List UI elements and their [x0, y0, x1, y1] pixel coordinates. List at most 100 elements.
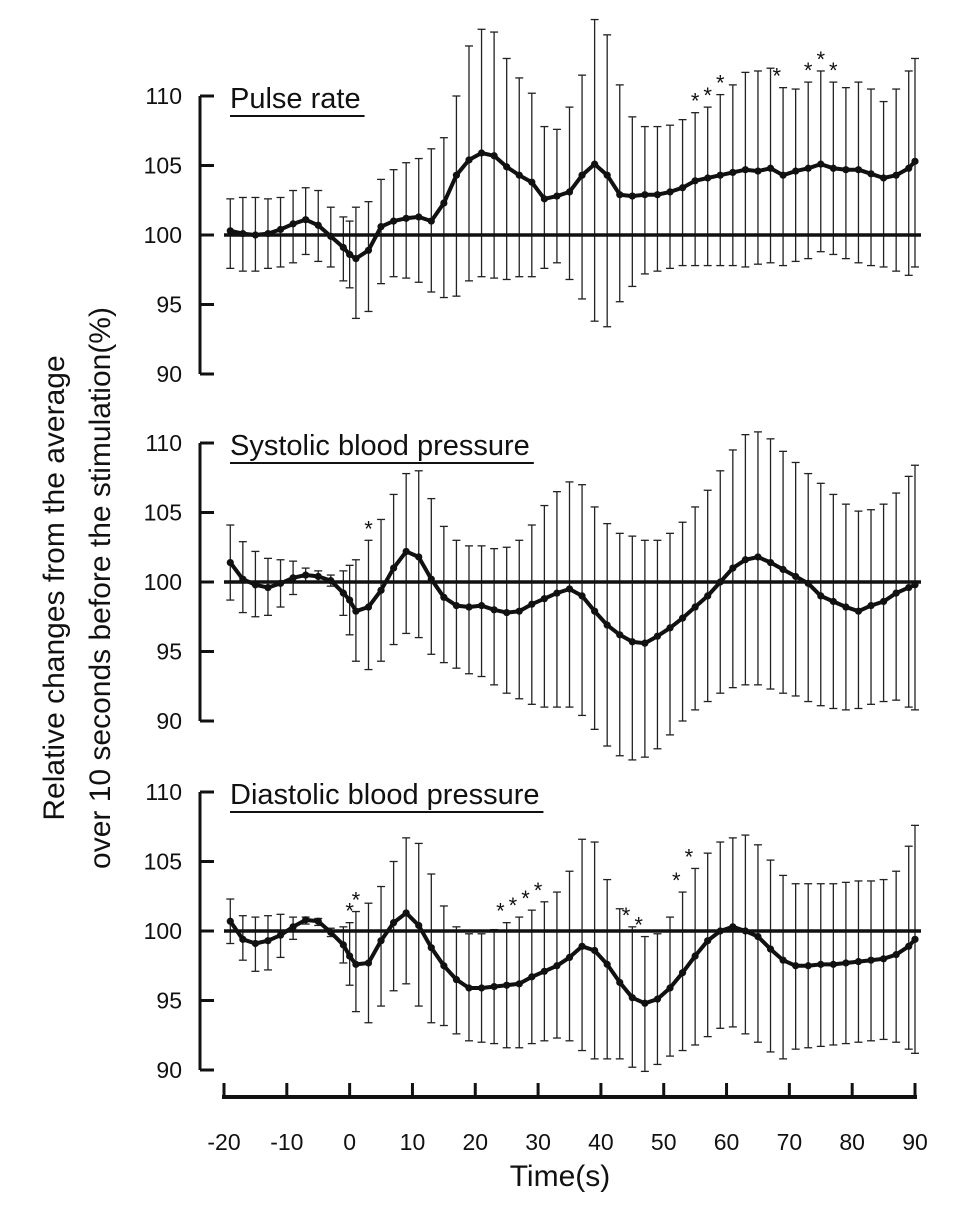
- mean-point: [346, 596, 354, 604]
- mean-point: [528, 600, 536, 608]
- mean-point: [553, 589, 561, 597]
- mean-point: [465, 603, 473, 611]
- x-tick-label: 50: [651, 1129, 677, 1155]
- mean-point: [704, 174, 712, 182]
- mean-point: [226, 917, 234, 925]
- mean-point: [653, 995, 662, 1003]
- mean-point: [854, 957, 863, 966]
- mean-point: [314, 572, 322, 581]
- mean-point: [879, 955, 888, 963]
- mean-point: [515, 607, 523, 615]
- mean-line: [228, 549, 916, 646]
- mean-point: [829, 164, 837, 172]
- mean-line: [229, 151, 917, 261]
- y-axis-title: Relative changes from the average over 1…: [38, 307, 117, 869]
- y-tick-label: 90: [156, 361, 182, 387]
- mean-point: [792, 572, 800, 581]
- mean-point: [766, 164, 775, 172]
- mean-point: [729, 564, 737, 572]
- mean-point: [427, 575, 435, 583]
- y-tick-label: 90: [156, 708, 182, 734]
- mean-point: [503, 981, 511, 989]
- mean-point: [591, 946, 599, 955]
- y-tick-label: 100: [144, 918, 182, 944]
- mean-point: [842, 603, 850, 611]
- x-tick-label: -20: [207, 1129, 240, 1155]
- mean-point: [465, 984, 473, 992]
- mean-point: [377, 586, 385, 594]
- mean-point: [792, 962, 800, 970]
- mean-point: [364, 246, 373, 254]
- mean-point: [641, 999, 649, 1007]
- mean-point: [415, 921, 423, 930]
- mean-point: [346, 952, 354, 960]
- mean-point: [716, 927, 724, 935]
- mean-point: [540, 595, 548, 603]
- mean-point: [911, 935, 919, 943]
- mean-point: [452, 602, 461, 610]
- mean-point: [264, 937, 272, 945]
- mean-point: [766, 558, 775, 567]
- mean-point: [239, 230, 247, 238]
- mean-point: [490, 152, 498, 160]
- x-tick-label: 0: [343, 1129, 356, 1155]
- mean-point: [339, 589, 347, 597]
- mean-point: [678, 969, 687, 977]
- mean-point: [352, 607, 360, 615]
- significance-asterisk: *: [521, 886, 530, 911]
- mean-point: [792, 167, 800, 175]
- y-tick-label: 95: [156, 988, 182, 1014]
- mean-point: [346, 250, 354, 259]
- x-tick-label: 70: [777, 1129, 803, 1155]
- mean-point: [289, 220, 297, 228]
- x-tick-label: 80: [839, 1129, 865, 1155]
- mean-point: [804, 579, 812, 587]
- mean-point: [741, 556, 749, 564]
- mean-point: [716, 578, 724, 586]
- mean-point: [565, 188, 574, 196]
- mean-point: [603, 960, 611, 968]
- mean-point: [779, 956, 787, 964]
- mean-point: [905, 942, 913, 950]
- mean-point: [251, 231, 260, 239]
- mean-point: [905, 164, 913, 172]
- significance-asterisk: *: [816, 47, 825, 72]
- mean-point: [892, 589, 900, 597]
- mean-point: [911, 157, 919, 165]
- mean-point: [251, 581, 260, 589]
- panel-title: Diastolic blood pressure: [230, 779, 539, 811]
- mean-point: [829, 960, 837, 968]
- mean-point: [754, 553, 762, 561]
- mean-point: [565, 585, 574, 593]
- mean-point: [628, 994, 636, 1002]
- mean-point: [490, 606, 498, 614]
- mean-point: [364, 603, 373, 611]
- mean-point: [616, 191, 624, 199]
- mean-point: [289, 574, 297, 582]
- mean-point: [251, 939, 260, 948]
- mean-point: [440, 199, 448, 207]
- mean-point: [691, 177, 699, 185]
- mean-point: [867, 170, 875, 178]
- mean-point: [390, 564, 398, 572]
- y-tick-label: 105: [144, 153, 182, 179]
- y-tick-label: 110: [145, 83, 182, 109]
- mean-point: [314, 221, 322, 229]
- mean-point: [628, 638, 636, 646]
- mean-point: [716, 171, 724, 179]
- mean-point: [302, 216, 310, 224]
- mean-point: [879, 174, 888, 182]
- mean-point: [327, 232, 335, 240]
- mean-point: [327, 577, 335, 585]
- mean-point: [905, 583, 913, 592]
- mean-point: [226, 558, 234, 567]
- mean-point: [666, 624, 674, 632]
- mean-point: [515, 171, 523, 179]
- mean-point: [754, 167, 762, 175]
- significance-asterisk: *: [773, 64, 782, 89]
- significance-asterisk: *: [691, 89, 700, 114]
- mean-point: [440, 593, 448, 601]
- significance-asterisk: *: [496, 899, 505, 924]
- mean-point: [741, 166, 749, 174]
